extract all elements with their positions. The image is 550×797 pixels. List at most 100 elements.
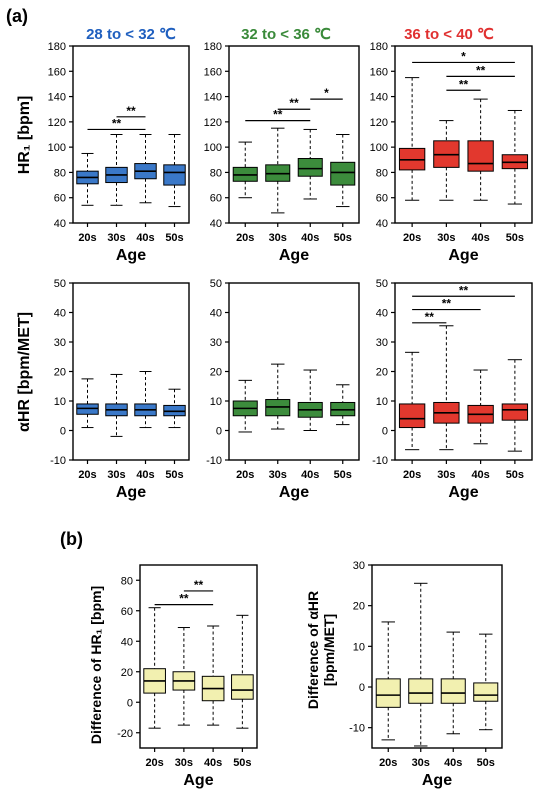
x-tick-label: 20s xyxy=(403,232,421,244)
x-tick-label: 20s xyxy=(379,757,397,769)
x-tick-label: 30s xyxy=(269,232,287,244)
box-iqr-50s xyxy=(501,403,529,421)
y-tick-label: 20 xyxy=(54,367,66,379)
y-tick-label: 80 xyxy=(121,575,133,587)
chart-a-ahr-32-36: -10 0 10 20 30 40 50 20s 30s 40s 50s Age xyxy=(206,278,360,501)
column-title-32-36: 32 to < 36 ℃ xyxy=(241,26,331,43)
x-tick-label: 30s xyxy=(175,757,193,769)
y-tick-label: 50 xyxy=(210,278,222,290)
significance-label: ** xyxy=(273,108,283,122)
chart-a-ahr-36-40: -10 0 10 20 30 40 50 20s 30s 40s 50s Age ** ** ** xyxy=(372,278,533,501)
y-tick-label: 40 xyxy=(54,218,66,230)
y-tick-label: -10 xyxy=(206,455,222,467)
y-tick-label: 140 xyxy=(204,92,222,104)
significance-label: ** xyxy=(425,310,435,324)
y-tick-label: 20 xyxy=(376,367,388,379)
significance-label: * xyxy=(461,49,466,63)
x-axis-title: Age xyxy=(183,772,213,789)
column-title-28-32: 28 to < 32 ℃ xyxy=(86,26,176,43)
x-tick-label: 20s xyxy=(145,757,163,769)
box-iqr-50s xyxy=(330,161,356,186)
y-tick-label: 10 xyxy=(353,641,365,653)
x-tick-label: 40s xyxy=(471,232,489,244)
y-tick-label: -10 xyxy=(372,455,388,467)
x-tick-label: 30s xyxy=(269,469,287,481)
significance-label: ** xyxy=(459,77,469,91)
y-tick-label: 30 xyxy=(210,337,222,349)
y-tick-label: 100 xyxy=(204,142,222,154)
x-tick-label: 20s xyxy=(78,469,96,481)
y-tick-label: 50 xyxy=(376,278,388,290)
y-axis-label-diff-ahr-line1: Difference of αHR xyxy=(305,591,321,709)
y-axis-label-hr1: HR₁ [bpm] xyxy=(16,96,33,175)
y-tick-label: 40 xyxy=(121,636,133,648)
chart-a-hr-28-32: 40 60 80 100 120 140 160 180 20s 30s 40s 50s Age ** ** xyxy=(48,41,190,264)
y-tick-label: -20 xyxy=(117,728,133,740)
y-tick-label: 140 xyxy=(370,92,388,104)
x-tick-label: 40s xyxy=(204,757,222,769)
y-tick-label: 20 xyxy=(121,667,133,679)
y-tick-label: 180 xyxy=(48,41,66,53)
y-tick-label: 10 xyxy=(210,396,222,408)
x-tick-label: 40s xyxy=(444,757,462,769)
box-iqr-20s xyxy=(375,678,401,708)
box-iqr-40s xyxy=(440,678,466,704)
significance-label: ** xyxy=(112,116,122,130)
plot-frame xyxy=(228,282,360,461)
column-title-36-40: 36 to < 40 ℃ xyxy=(404,26,494,43)
chart-b-diff-hr: -20 0 20 40 60 80 20s 30s 40s 50s Age ** ** xyxy=(117,564,258,789)
plot-frame xyxy=(394,45,533,224)
y-tick-label: 20 xyxy=(210,367,222,379)
y-tick-label: -10 xyxy=(50,455,66,467)
y-tick-label: 40 xyxy=(376,308,388,320)
x-tick-label: 30s xyxy=(412,757,430,769)
panel-a-label: (a) xyxy=(6,6,28,26)
plot-frame xyxy=(72,45,190,224)
panel-b-label: (b) xyxy=(60,529,83,549)
significance-label: * xyxy=(324,86,329,100)
y-tick-label: 160 xyxy=(204,66,222,78)
y-tick-label: 120 xyxy=(204,117,222,129)
x-tick-label: 30s xyxy=(107,469,125,481)
y-tick-label: 100 xyxy=(370,142,388,154)
x-tick-label: 50s xyxy=(334,232,352,244)
y-tick-label: 60 xyxy=(121,606,133,618)
y-axis-label-diff-ahr-line2: [bpm/MET] xyxy=(321,614,337,686)
x-axis-title: Age xyxy=(116,247,146,264)
x-tick-label: 20s xyxy=(236,232,254,244)
x-tick-label: 50s xyxy=(334,469,352,481)
x-axis-title: Age xyxy=(116,484,146,501)
y-tick-label: 0 xyxy=(359,682,365,694)
y-tick-label: 50 xyxy=(54,278,66,290)
y-tick-label: 120 xyxy=(370,117,388,129)
y-tick-label: 60 xyxy=(54,193,66,205)
y-tick-label: 0 xyxy=(60,426,66,438)
x-axis-title: Age xyxy=(448,247,478,264)
x-tick-label: 30s xyxy=(437,232,455,244)
y-tick-label: 0 xyxy=(382,426,388,438)
x-tick-label: 30s xyxy=(437,469,455,481)
significance-label: ** xyxy=(179,592,189,606)
x-axis-title: Age xyxy=(279,247,309,264)
y-tick-label: 40 xyxy=(54,308,66,320)
chart-b-diff-ahr: -10 0 10 20 30 20s 30s 40s 50s Age xyxy=(349,560,503,789)
significance-label: ** xyxy=(476,63,486,77)
significance-label: ** xyxy=(442,297,452,311)
x-tick-label: 30s xyxy=(107,232,125,244)
y-tick-label: 30 xyxy=(376,337,388,349)
x-axis-title: Age xyxy=(422,772,452,789)
y-tick-label: 80 xyxy=(376,167,388,179)
x-tick-label: 40s xyxy=(471,469,489,481)
y-tick-label: 0 xyxy=(127,697,133,709)
significance-label: ** xyxy=(126,104,136,118)
box-iqr-50s xyxy=(231,674,254,700)
y-tick-label: 60 xyxy=(376,193,388,205)
y-tick-label: 10 xyxy=(54,396,66,408)
x-tick-label: 40s xyxy=(301,469,319,481)
x-tick-label: 20s xyxy=(403,469,421,481)
y-tick-label: -10 xyxy=(349,723,365,735)
y-tick-label: 140 xyxy=(48,92,66,104)
